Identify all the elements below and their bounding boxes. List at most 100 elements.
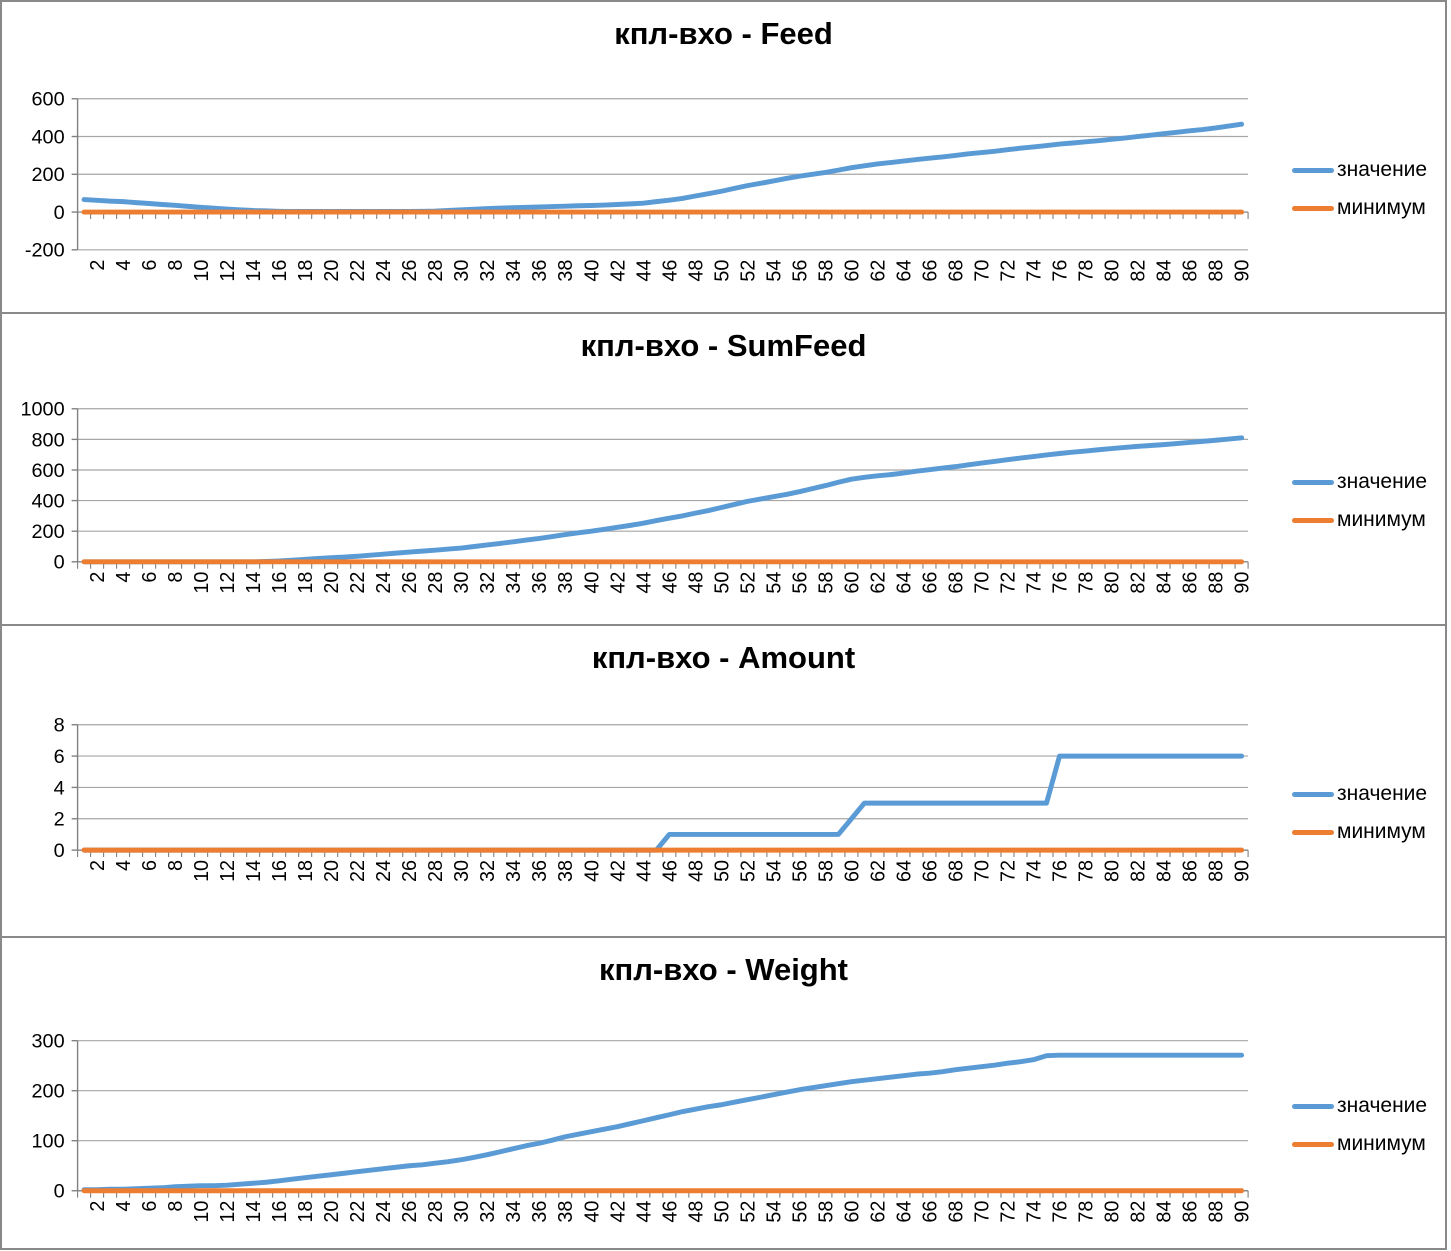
x-tick-label: 10 — [191, 572, 213, 594]
x-tick-label: 80 — [1101, 260, 1123, 282]
chart-panel-feed[interactable]: -200 0 200 400 600 2 4 6 8 10 12 14 16 18 20 22 24 26 28 30… — [0, 0, 1447, 314]
y-tick-label: 0 — [54, 1181, 65, 1203]
x-tick-label: 10 — [191, 260, 213, 282]
x-tick-label: 66 — [919, 260, 941, 282]
legend-label-minimum: минимум — [1337, 508, 1426, 531]
x-tick-label: 4 — [113, 572, 135, 583]
x-tick-label: 8 — [165, 260, 187, 271]
legend-label-minimum: минимум — [1337, 1132, 1426, 1155]
x-tick-label: 66 — [919, 1201, 941, 1223]
y-tick-label: 8 — [54, 715, 65, 737]
x-tick-label: 84 — [1153, 860, 1175, 882]
x-tick-label: 76 — [1049, 572, 1071, 594]
x-tick-label: 88 — [1205, 1201, 1227, 1223]
x-tick-label: 6 — [139, 260, 161, 271]
legend-feed: значение минимум — [1292, 158, 1447, 234]
x-tick-label: 70 — [971, 260, 993, 282]
x-tick-label: 24 — [373, 860, 395, 882]
x-tick-label: 54 — [763, 260, 785, 282]
x-tick-label: 4 — [113, 860, 135, 871]
legend-label-znachenie: значение — [1337, 782, 1428, 805]
chart-panel-amount[interactable]: 0 2 4 6 8 2 4 6 8 10 12 14 16 18 20 22 24 26 28 30 32 34 36 38 4… — [0, 624, 1447, 938]
x-tick-label: 16 — [269, 860, 291, 882]
legend-label-minimum: минимум — [1337, 196, 1426, 219]
gridlines — [77, 408, 1249, 563]
x-tick-label: 64 — [893, 260, 915, 282]
x-tick-label: 12 — [217, 860, 239, 882]
x-tick-labels: 2 4 6 8 10 12 14 16 18 20 22 24 26 28 30 32 34 36 38 40 42 44… — [87, 260, 1254, 282]
x-tick-label: 28 — [425, 860, 447, 882]
legend-line-znachenie-icon — [1292, 167, 1334, 173]
x-tick-label: 74 — [1023, 260, 1045, 282]
x-tick-label: 30 — [451, 1201, 473, 1223]
y-tick-label: 200 — [32, 521, 65, 543]
x-tick-label: 90 — [1231, 860, 1253, 882]
x-tick-label: 64 — [893, 572, 915, 594]
legend-line-minimum-icon — [1292, 829, 1334, 835]
x-tick-label: 48 — [685, 860, 707, 882]
y-tick-label: 6 — [54, 746, 65, 768]
x-tick-label: 12 — [217, 1201, 239, 1223]
x-tick-label: 46 — [659, 860, 681, 882]
chart-title-sumfeed: кпл-вхо - SumFeed — [580, 328, 867, 363]
x-tick-label: 46 — [659, 1201, 681, 1223]
legend-item-minimum: минимум — [1292, 820, 1447, 844]
x-tick-label: 90 — [1231, 1201, 1253, 1223]
x-tick-label: 90 — [1231, 260, 1253, 282]
x-tick-label: 20 — [321, 260, 343, 282]
x-tick-label: 82 — [1127, 860, 1149, 882]
y-tick-label: 800 — [32, 429, 65, 451]
legend-line-minimum-icon — [1292, 517, 1334, 523]
x-tick-label: 86 — [1179, 260, 1201, 282]
x-tick-label: 62 — [867, 260, 889, 282]
y-axis: 0 100 200 300 — [32, 1031, 79, 1203]
x-tick-label: 38 — [555, 1201, 577, 1223]
x-tick-label: 10 — [191, 1201, 213, 1223]
x-tick-label: 26 — [399, 260, 421, 282]
x-tick-label: 66 — [919, 860, 941, 882]
x-tick-label: 36 — [529, 1201, 551, 1223]
x-tick-label: 18 — [295, 572, 317, 594]
chart-panel-weight[interactable]: 0 100 200 300 2 4 6 8 10 12 14 16 18 20 22 24 26 28 30 32 34… — [0, 936, 1447, 1250]
x-tick-label: 50 — [711, 860, 733, 882]
x-tick-label: 18 — [295, 260, 317, 282]
x-tick-label: 4 — [113, 1201, 135, 1212]
x-tick-label: 84 — [1153, 260, 1175, 282]
gridlines — [77, 98, 1249, 251]
x-tick-label: 64 — [893, 860, 915, 882]
x-tick-label: 32 — [477, 1201, 499, 1223]
y-tick-label: 600 — [32, 460, 65, 482]
x-tick-label: 10 — [191, 860, 213, 882]
x-tick-label: 48 — [685, 572, 707, 594]
x-tick-label: 42 — [607, 860, 629, 882]
x-tick-label: 16 — [269, 572, 291, 594]
y-tick-label: -200 — [25, 240, 65, 262]
x-tick-label: 72 — [997, 260, 1019, 282]
x-tick-label: 28 — [425, 1201, 447, 1223]
legend-label-znachenie: значение — [1337, 158, 1428, 181]
x-tick-label: 88 — [1205, 260, 1227, 282]
series-line-znachenie — [81, 753, 1245, 853]
x-tick-label: 6 — [139, 860, 161, 871]
series-line-znachenie — [81, 1052, 1245, 1193]
x-tick-labels: 2 4 6 8 10 12 14 16 18 20 22 24 26 28 30 32 34 36 38 40 42 44… — [87, 860, 1254, 882]
x-tick-label: 32 — [477, 572, 499, 594]
x-tick-label: 58 — [815, 260, 837, 282]
x-tick-label: 86 — [1179, 860, 1201, 882]
x-tick-label: 2 — [87, 860, 109, 871]
x-tick-label: 30 — [451, 860, 473, 882]
x-tick-label: 60 — [841, 260, 863, 282]
x-tick-label: 38 — [555, 860, 577, 882]
x-tick-label: 26 — [399, 860, 421, 882]
x-tick-label: 60 — [841, 572, 863, 594]
x-tick-label: 30 — [451, 572, 473, 594]
x-tick-label: 14 — [243, 572, 265, 594]
chart-panel-sumfeed[interactable]: 0 200 400 600 800 1000 2 4 6 8 10 12 14 16 18 20 22 24 26 2… — [0, 312, 1447, 626]
x-tick-label: 48 — [685, 260, 707, 282]
x-tick-label: 88 — [1205, 860, 1227, 882]
legend-line-znachenie-icon — [1292, 479, 1334, 485]
x-tick-label: 68 — [945, 572, 967, 594]
x-tick-label: 26 — [399, 572, 421, 594]
x-tick-label: 54 — [763, 1201, 785, 1223]
